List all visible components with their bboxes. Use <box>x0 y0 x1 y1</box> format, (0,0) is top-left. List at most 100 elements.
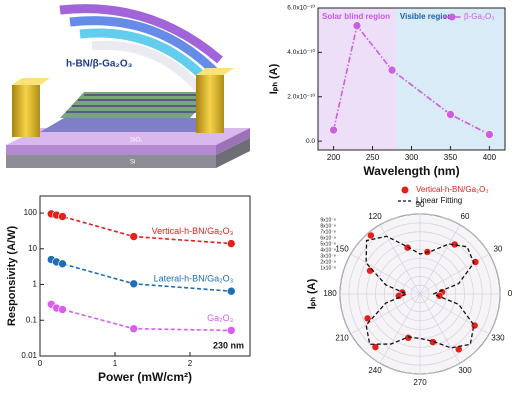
data-point <box>367 231 375 240</box>
radial-tick-label: 9x10⁻⁸ <box>320 217 336 223</box>
x-tick-label: 250 <box>366 153 380 162</box>
data-point <box>352 21 362 31</box>
y-tick-label: 4.0x10⁻¹⁰ <box>287 48 315 56</box>
angular-grid <box>379 293 421 364</box>
si-layer <box>6 155 216 168</box>
ga2o3-flake <box>40 118 224 132</box>
y-axis-label: Iₚₕ (A) <box>268 63 280 94</box>
radial-tick-label: 8x10⁻⁸ <box>320 223 336 229</box>
light-beam <box>69 16 219 76</box>
atom-lattice <box>66 94 208 113</box>
radial-tick-label: 7x10⁻⁸ <box>320 229 336 235</box>
material-label: h-BN/β-Ga₂O₃ <box>66 59 133 70</box>
legend-label: β-Ga₂O₃ <box>464 12 495 21</box>
legend-label: Linear Fitting <box>416 196 462 205</box>
angular-grid <box>350 293 421 335</box>
legend-marker <box>401 186 409 194</box>
angular-grid <box>419 224 461 295</box>
sio2-layer <box>6 128 250 145</box>
y-tick-label: 1 <box>33 280 38 289</box>
region-label: Visible region <box>400 12 452 21</box>
x-axis-label: Power (mW/cm²) <box>98 370 192 384</box>
electrode-top <box>196 68 234 75</box>
data-point <box>387 65 397 75</box>
annotation: 230 nm <box>213 340 244 350</box>
data-point <box>226 286 236 296</box>
y-tick-label: 0.0 <box>306 138 315 145</box>
electrode <box>12 85 40 137</box>
y-tick-label: 0.01 <box>21 351 37 360</box>
y-axis-label: Responsivity (A/W) <box>6 226 18 327</box>
data-point <box>226 326 236 335</box>
angle-label: 210 <box>335 334 349 343</box>
series-label: Ga₂O₃ <box>207 313 234 323</box>
sio2-layer-side <box>6 145 216 155</box>
data-point <box>363 314 372 323</box>
angle-label: 270 <box>413 378 427 387</box>
hbn-flake <box>60 92 214 118</box>
angle-label: 120 <box>368 212 382 221</box>
x-tick-label: 1 <box>113 359 118 368</box>
series-label: Vertical-h-BN/Ga₂O₃ <box>152 226 234 236</box>
data-point <box>129 232 139 241</box>
angular-grid <box>350 253 421 295</box>
light-beam <box>91 40 208 98</box>
region-label: Solar blind region <box>322 12 390 21</box>
y-axis-label: Iₚₕ (A) <box>306 278 318 309</box>
data-point <box>58 212 67 221</box>
data-point <box>371 343 380 351</box>
angle-label: 30 <box>493 245 502 254</box>
data-point <box>329 125 338 135</box>
angle-label: 150 <box>335 245 349 254</box>
data-point <box>129 279 139 289</box>
radial-tick-label: 6x10⁻⁸ <box>320 235 336 241</box>
y-tick-label: 2.0x10⁻¹⁰ <box>287 92 315 100</box>
data-point <box>58 259 67 269</box>
device-illustration: h-BN/β-Ga₂O₃ SiO₂ Si <box>6 4 250 168</box>
sio2-layer-side <box>216 128 250 155</box>
light-beam <box>59 4 223 64</box>
angle-label: 180 <box>323 289 337 298</box>
angle-label: 0 <box>508 289 513 298</box>
light-beam <box>79 28 214 88</box>
electrode <box>196 75 224 133</box>
data-point <box>446 110 455 119</box>
layer-label: SiO₂ <box>130 138 143 144</box>
data-point <box>226 239 236 248</box>
angular-grid <box>419 293 461 364</box>
si-layer-side <box>216 138 250 168</box>
legend-marker <box>448 13 456 21</box>
data-point <box>129 324 139 334</box>
angle-label: 330 <box>491 334 505 343</box>
data-point <box>58 305 67 314</box>
x-tick-label: 350 <box>444 153 458 162</box>
angle-label: 90 <box>416 200 425 209</box>
y-tick-label: 10 <box>28 244 37 253</box>
x-axis-label: Wavelength (nm) <box>363 164 459 178</box>
legend-label: Vertical-h-BN/Ga₂O₃ <box>416 185 489 194</box>
x-tick-label: 400 <box>483 153 497 162</box>
radial-tick-label: 3x10⁻⁸ <box>320 253 336 259</box>
x-tick-label: 0 <box>38 359 43 368</box>
x-tick-label: 2 <box>188 359 193 368</box>
radial-tick-label: 5x10⁻⁸ <box>320 241 336 247</box>
angle-label: 300 <box>458 366 472 375</box>
layer-label: Si <box>130 160 135 166</box>
angle-label: 60 <box>461 212 470 221</box>
x-tick-label: 300 <box>405 153 419 162</box>
radial-tick-label: 2x10⁻⁸ <box>320 259 336 265</box>
radial-tick-label: 1x10⁻⁸ <box>320 265 336 271</box>
angle-label: 240 <box>368 366 382 375</box>
y-tick-label: 6.0x10⁻¹⁰ <box>287 4 315 12</box>
electrode-top <box>12 78 50 85</box>
series-label: Lateral-h-BN/Ga₂O₃ <box>154 274 234 284</box>
y-tick-label: 0.1 <box>26 315 38 324</box>
region <box>318 8 396 150</box>
x-tick-label: 200 <box>327 153 341 162</box>
radial-tick-label: 4x10⁻⁸ <box>320 247 336 253</box>
region <box>395 8 505 150</box>
plot-frame <box>39 195 251 357</box>
series-line <box>50 303 232 332</box>
